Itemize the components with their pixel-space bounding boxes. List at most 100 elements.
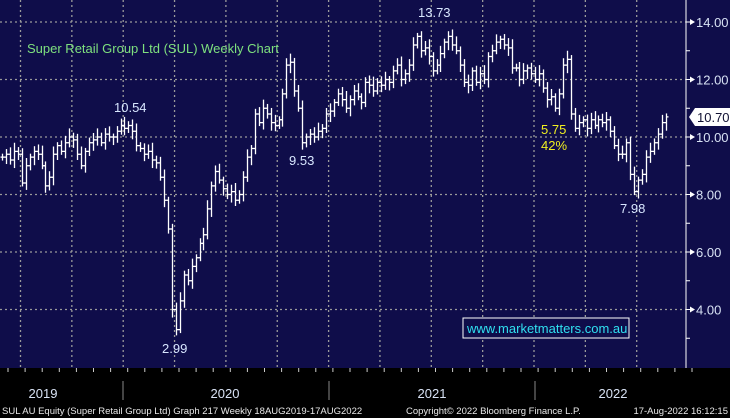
ohlc-bar xyxy=(557,88,562,116)
ohlc-bar xyxy=(225,183,230,200)
ohlc-bar xyxy=(63,135,68,159)
y-tick-arrow xyxy=(690,134,695,140)
ohlc-bar xyxy=(466,74,471,94)
ohlc-bar xyxy=(24,157,29,190)
ohlc-bar xyxy=(237,190,242,204)
annotation-low-9-53: 9.53 xyxy=(289,153,314,168)
annotation-decline-value: 5.75 xyxy=(541,122,566,137)
ohlc-bar xyxy=(273,114,278,132)
ohlc-bar xyxy=(510,39,515,74)
ohlc-bar xyxy=(383,71,388,90)
y-tick-label: 12.00 xyxy=(696,73,729,88)
ohlc-bar xyxy=(174,302,179,336)
ohlc-bar xyxy=(229,184,234,203)
ohlc-bar xyxy=(12,142,17,169)
ohlc-bar xyxy=(67,128,72,148)
ohlc-bar xyxy=(130,119,135,140)
ohlc-bar xyxy=(28,153,33,171)
ohlc-bar xyxy=(336,88,341,106)
ohlc-bar xyxy=(363,77,368,108)
ohlc-bar xyxy=(209,181,214,217)
ohlc-bar xyxy=(585,114,590,137)
ohlc-bar xyxy=(411,37,416,71)
ohlc-bar xyxy=(506,38,511,56)
ohlc-bar xyxy=(0,153,5,161)
ohlc-bar xyxy=(648,142,653,163)
ohlc-bar xyxy=(43,161,48,193)
ohlc-bar xyxy=(502,34,507,50)
ohlc-bar xyxy=(170,223,175,318)
ohlc-bar xyxy=(391,65,396,89)
ohlc-bar xyxy=(403,69,408,85)
ohlc-bar xyxy=(221,176,226,196)
y-tick-arrow xyxy=(690,191,695,198)
ohlc-bar xyxy=(486,52,491,88)
ohlc-bar xyxy=(138,142,143,152)
ohlc-bar xyxy=(490,44,495,63)
last-price-tag: 10.70 xyxy=(689,108,730,126)
ohlc-bar xyxy=(600,113,605,128)
ohlc-bar xyxy=(162,169,167,208)
ohlc-bar xyxy=(36,144,41,160)
ohlc-bar xyxy=(182,270,187,308)
ohlc-bar xyxy=(201,227,206,251)
y-tick-arrow xyxy=(690,249,695,255)
axis-background xyxy=(0,368,730,418)
watermark-text: www.marketmatters.com.au xyxy=(466,321,627,336)
ohlc-bar xyxy=(399,56,404,87)
ohlc-bar xyxy=(379,76,384,93)
ohlc-bar xyxy=(71,132,76,148)
ohlc-bar xyxy=(107,126,112,142)
ohlc-bar xyxy=(8,147,13,165)
ohlc-bar xyxy=(541,69,546,93)
ohlc-bar xyxy=(565,50,570,74)
ohlc-bar xyxy=(352,84,357,106)
last-price-label: 10.70 xyxy=(697,110,730,125)
ohlc-bar xyxy=(296,84,301,112)
ohlc-bar xyxy=(178,292,183,334)
ohlc-bar xyxy=(474,65,479,86)
x-tick-label: 2020 xyxy=(211,386,240,401)
ohlc-bar xyxy=(292,57,297,97)
ohlc-bar xyxy=(640,169,645,185)
ohlc-bar xyxy=(632,166,637,196)
ohlc-bar xyxy=(525,64,530,79)
annotation-high-2019: 10.54 xyxy=(114,100,147,115)
ohlc-bar xyxy=(154,155,159,169)
ohlc-bar xyxy=(75,133,80,160)
ohlc-bar xyxy=(423,40,428,56)
ohlc-bar xyxy=(166,196,171,234)
ohlc-bar xyxy=(4,149,9,165)
y-tick-label: 14.00 xyxy=(696,15,729,30)
ohlc-bar xyxy=(257,107,262,127)
ohlc-bar xyxy=(664,113,669,131)
x-axis: 2019 2020 2021 2022 xyxy=(7,368,693,401)
ohlc-bar xyxy=(99,132,104,147)
annotation-low-7-98: 7.98 xyxy=(620,201,645,216)
ohlc-bar xyxy=(620,145,625,159)
ohlc-bar xyxy=(644,150,649,183)
ohlc-bar xyxy=(47,171,52,191)
ohlc-bar xyxy=(545,82,550,108)
ohlc-bar xyxy=(438,45,443,73)
ohlc-bar xyxy=(498,35,503,50)
ohlc-bar xyxy=(332,99,337,117)
ohlc-bar xyxy=(454,36,459,55)
footer-security-info: SUL AU Equity (Super Retail Group Ltd) G… xyxy=(2,406,362,417)
ohlc-bar xyxy=(596,115,601,133)
ohlc-bar xyxy=(656,128,661,150)
ohlc-bar xyxy=(537,65,542,87)
ohlc-bar xyxy=(300,100,305,150)
ohlc-bar xyxy=(652,138,657,155)
ohlc-bar xyxy=(589,112,594,135)
ohlc-bar xyxy=(529,62,534,80)
y-tick-arrow xyxy=(690,76,695,83)
ohlc-bar xyxy=(371,76,376,97)
ohlc-bar xyxy=(478,66,483,90)
ohlc-bar xyxy=(427,39,432,65)
watermark-box xyxy=(462,317,630,339)
ohlc-bar xyxy=(549,88,554,106)
ohlc-bar xyxy=(241,171,246,202)
ohlc-bar xyxy=(328,103,333,123)
